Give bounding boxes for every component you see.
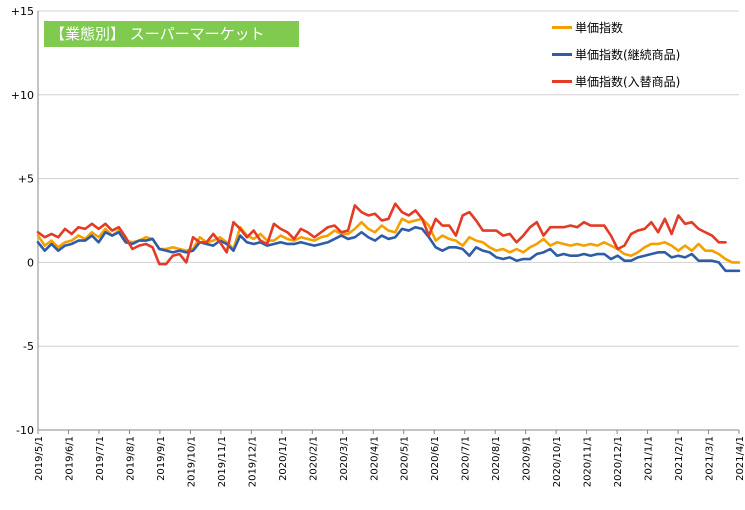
y-tick-label: +5: [18, 173, 34, 186]
x-tick-label: 2020/1/1: [278, 436, 289, 481]
x-tick-label: 2021/2/1: [674, 436, 685, 481]
y-tick-label: -10: [16, 424, 34, 437]
legend-swatch-blue: [552, 53, 572, 56]
legend-item-continuing: 単価指数(継続商品): [552, 41, 680, 68]
x-tick-label: 2020/4/1: [369, 436, 380, 481]
x-tick-label: 2021/1/1: [644, 436, 655, 481]
x-tick-label: 2019/12/1: [247, 436, 258, 487]
legend-item-unit-price: 単価指数: [552, 14, 680, 41]
y-tick-label: +15: [11, 5, 34, 18]
y-tick-label: -5: [23, 340, 34, 353]
legend-swatch-orange: [552, 26, 572, 29]
series-lines: [36, 202, 741, 273]
x-tick-label: 2020/2/1: [308, 436, 319, 481]
legend-item-replaced: 単価指数(入替商品): [552, 68, 680, 95]
x-tick-label: 2019/8/1: [125, 436, 136, 481]
x-tick-label: 2020/11/1: [583, 436, 594, 487]
x-tick-label: 2019/9/1: [156, 436, 167, 481]
legend-label: 単価指数: [575, 21, 624, 35]
legend-label: 単価指数(継続商品): [575, 48, 681, 62]
x-tick-label: 2020/12/1: [613, 436, 624, 487]
legend-label: 単価指数(入替商品): [575, 75, 681, 89]
legend: 単価指数 単価指数(継続商品) 単価指数(入替商品): [552, 14, 680, 95]
x-tick-label: 2020/6/1: [430, 436, 441, 481]
x-tick-label: 2020/5/1: [400, 436, 411, 481]
x-tick-label: 2021/4/1: [735, 436, 745, 481]
chart-title: 【業態別】 スーパーマーケット: [44, 21, 299, 47]
y-tick-label: +10: [11, 89, 34, 102]
x-tick-label: 2019/6/1: [64, 436, 75, 481]
series-line-2: [36, 202, 727, 266]
x-tick-label: 2020/10/1: [552, 436, 563, 487]
x-tick-label: 2019/10/1: [186, 436, 197, 487]
legend-swatch-red: [552, 80, 572, 83]
x-tick-label: 2021/3/1: [705, 436, 716, 481]
series-line-1: [36, 225, 741, 273]
x-tick-label: 2020/9/1: [522, 436, 533, 481]
y-tick-label: 0: [27, 256, 34, 269]
x-tick-label: 2020/8/1: [491, 436, 502, 481]
x-tick-label: 2020/3/1: [339, 436, 350, 481]
x-tick-label: 2019/7/1: [95, 436, 106, 481]
x-tick-label: 2020/7/1: [461, 436, 472, 481]
x-tick-label: 2019/11/1: [217, 436, 228, 487]
x-tick-label: 2019/5/1: [34, 436, 45, 481]
